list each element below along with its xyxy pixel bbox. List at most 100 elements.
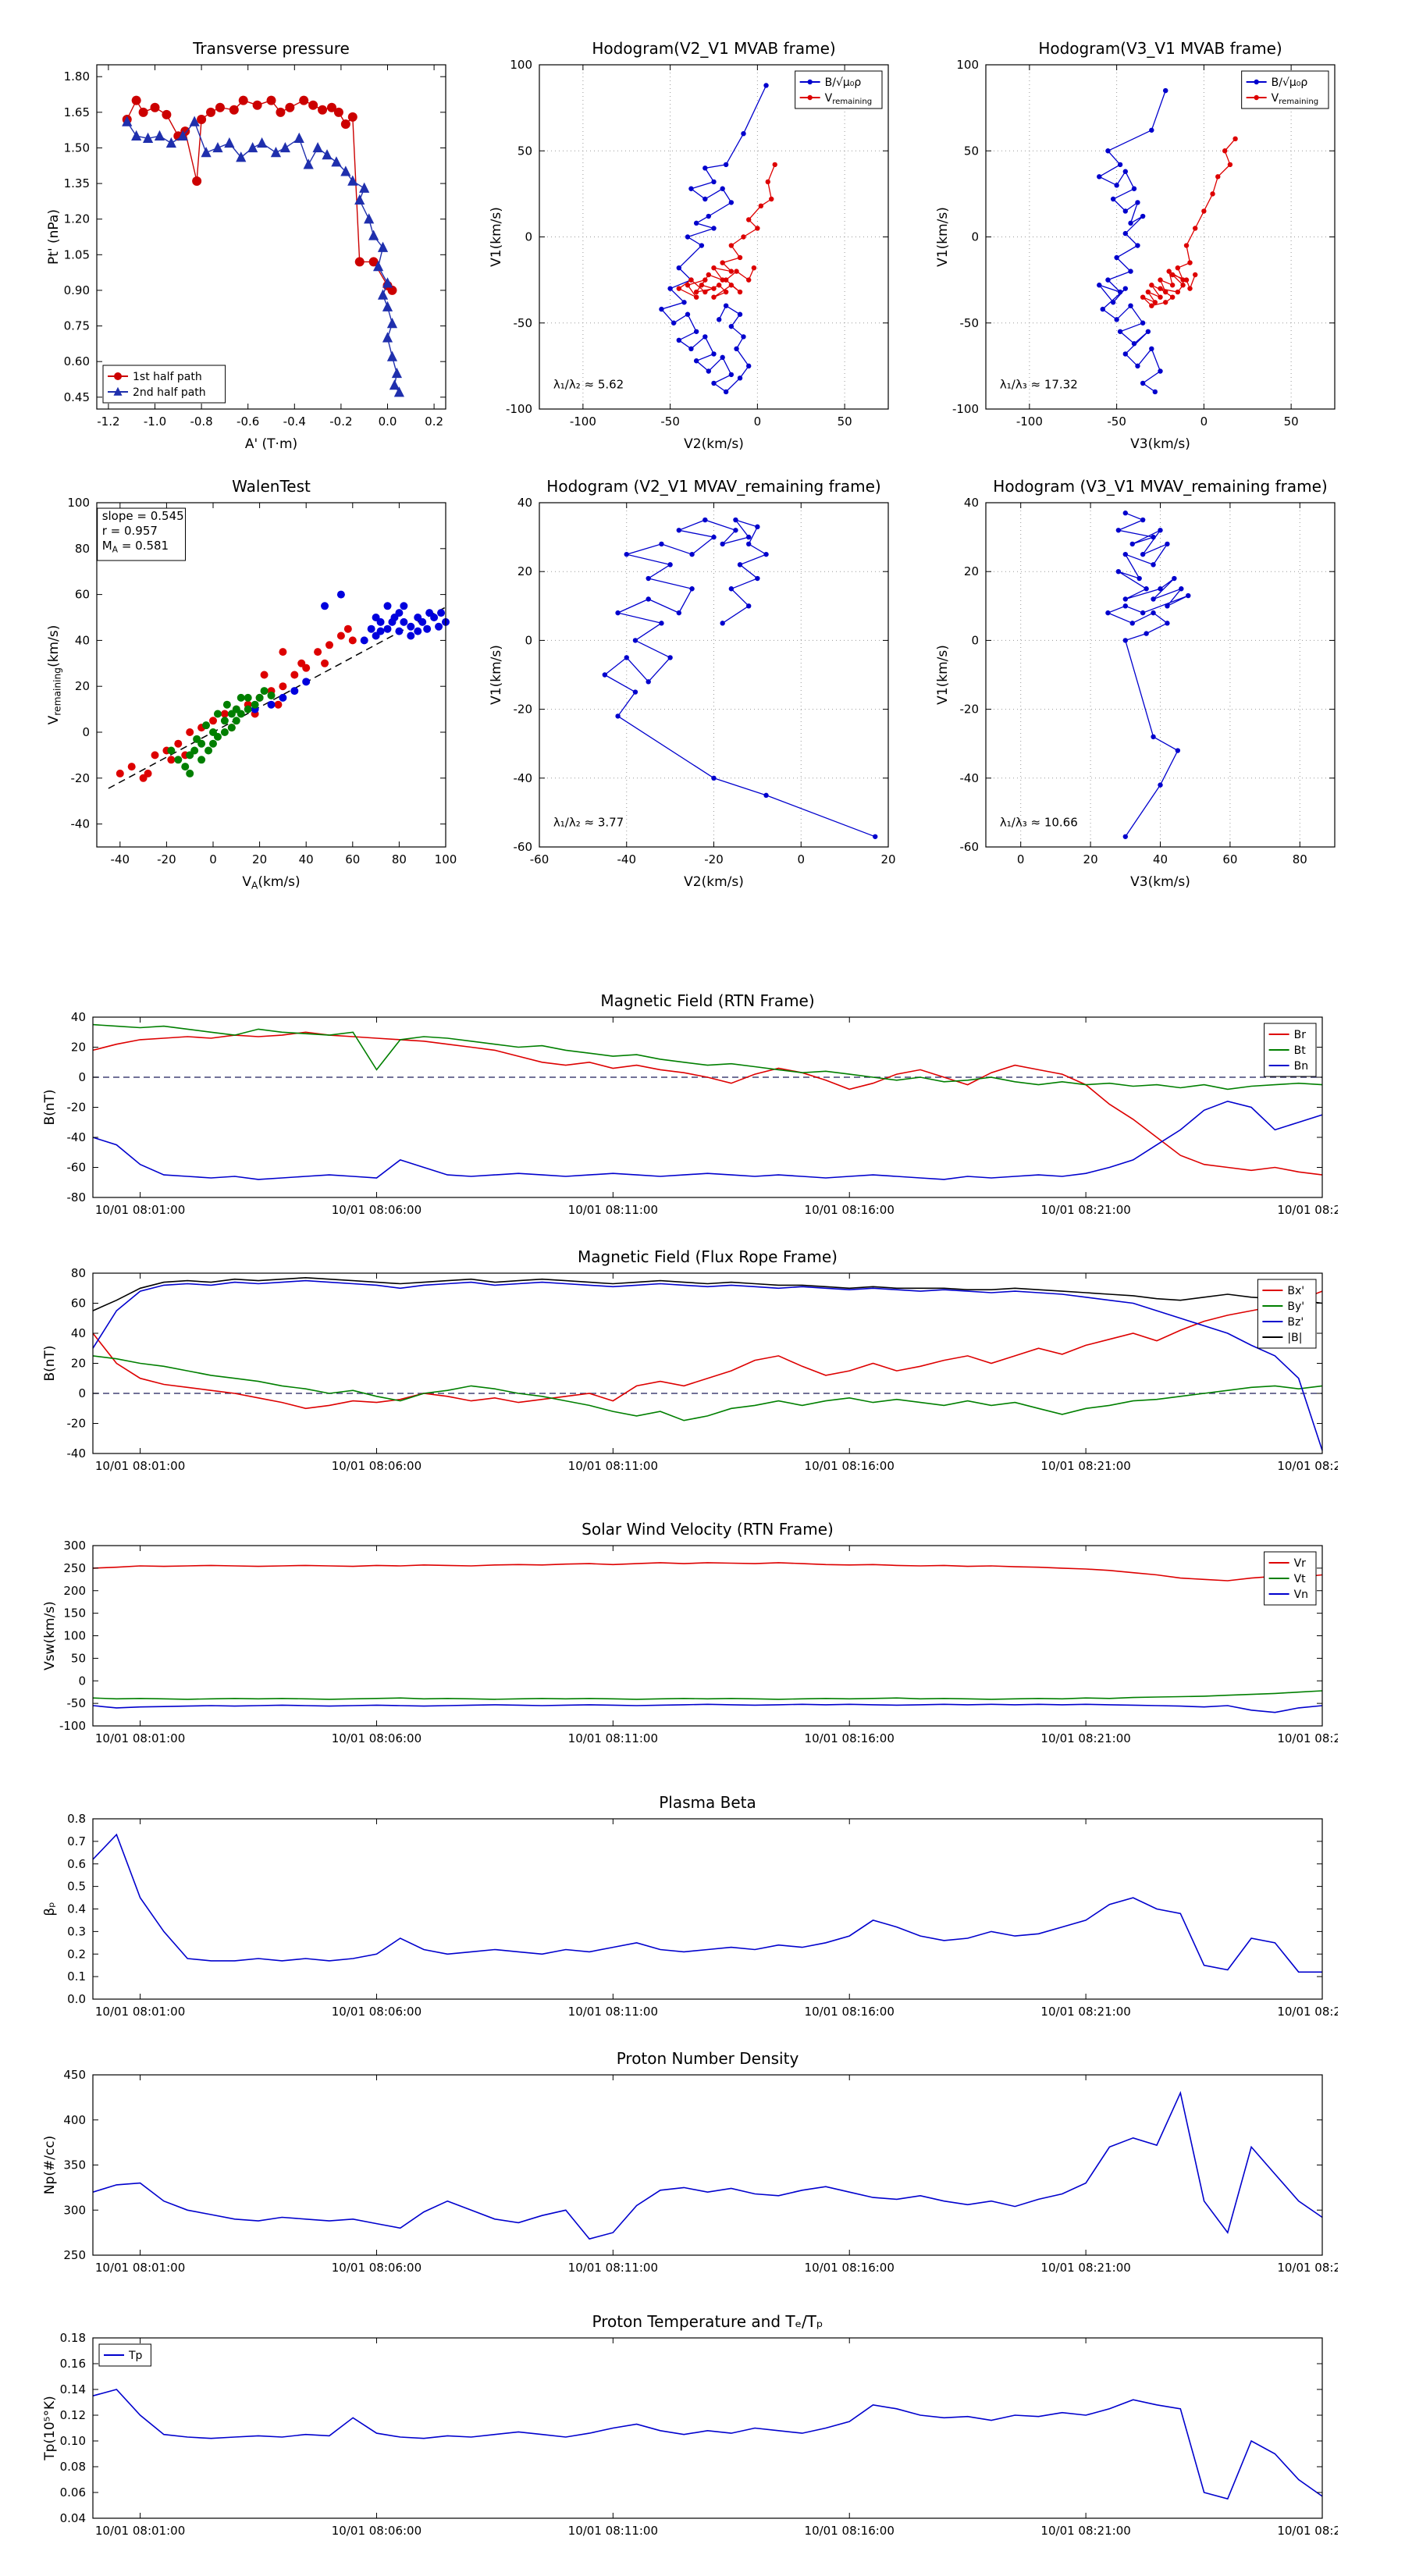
svg-text:0.45: 0.45 bbox=[64, 390, 90, 404]
svg-text:0.10: 0.10 bbox=[60, 2434, 86, 2448]
svg-text:Tp: Tp bbox=[128, 2350, 143, 2362]
svg-text:10/01 08:16:00: 10/01 08:16:00 bbox=[805, 1459, 895, 1473]
svg-text:10/01 08:01:00: 10/01 08:01:00 bbox=[95, 1203, 185, 1217]
chart-title: Transverse pressure bbox=[193, 39, 350, 58]
svg-text:-20: -20 bbox=[704, 852, 724, 866]
chart-magnetic-field-rtn: Magnetic Field (RTN Frame) 10/01 08:01:0… bbox=[32, 987, 1338, 1221]
svg-text:Tp(10⁵°K): Tp(10⁵°K) bbox=[42, 2396, 58, 2461]
chart-title: Magnetic Field (Flux Rope Frame) bbox=[578, 1247, 838, 1266]
svg-text:0: 0 bbox=[971, 230, 979, 244]
svg-text:10/01 08:21:00: 10/01 08:21:00 bbox=[1040, 1203, 1130, 1217]
chart-title: Hodogram(V2_V1 MVAB frame) bbox=[592, 39, 836, 58]
svg-text:350: 350 bbox=[63, 2158, 86, 2172]
svg-text:1st half path: 1st half path bbox=[133, 371, 202, 383]
svg-text:10/01 08:21:00: 10/01 08:21:00 bbox=[1040, 2524, 1130, 2538]
svg-text:0.0: 0.0 bbox=[67, 1992, 86, 2006]
svg-text:10/01 08:16:00: 10/01 08:16:00 bbox=[805, 2524, 895, 2538]
svg-text:0.6: 0.6 bbox=[67, 1857, 86, 1871]
svg-text:1.05: 1.05 bbox=[64, 247, 90, 262]
svg-text:10/01 08:01:00: 10/01 08:01:00 bbox=[95, 2524, 185, 2538]
svg-text:300: 300 bbox=[63, 2203, 86, 2217]
chart-hodogram-v2v1-mvav: Hodogram (V2_V1 MVAV_remaining frame) -6… bbox=[478, 473, 904, 897]
svg-text:10/01 08:21:00: 10/01 08:21:00 bbox=[1040, 2261, 1130, 2275]
svg-text:-20: -20 bbox=[514, 703, 533, 717]
svg-text:By': By' bbox=[1287, 1300, 1304, 1313]
svg-text:2nd half path: 2nd half path bbox=[133, 386, 206, 399]
svg-text:0: 0 bbox=[78, 1386, 86, 1400]
svg-text:B/√μ₀ρ: B/√μ₀ρ bbox=[1272, 76, 1308, 89]
svg-text:Np(#/cc): Np(#/cc) bbox=[42, 2136, 58, 2194]
svg-text:40: 40 bbox=[75, 633, 90, 647]
svg-text:βₚ: βₚ bbox=[42, 1902, 58, 1916]
svg-text:0.60: 0.60 bbox=[64, 354, 90, 368]
svg-text:1.20: 1.20 bbox=[64, 212, 90, 226]
svg-text:250: 250 bbox=[63, 1561, 86, 1575]
proton-density-plot: 10/01 08:01:00 10/01 08:06:00 10/01 08:11:… bbox=[42, 2069, 1338, 2275]
svg-text:10/01 08:21:00: 10/01 08:21:00 bbox=[1040, 1459, 1130, 1473]
svg-text:VA(km/s): VA(km/s) bbox=[242, 874, 300, 891]
svg-text:300: 300 bbox=[63, 1539, 86, 1553]
svg-text:0.4: 0.4 bbox=[67, 1902, 86, 1916]
svg-text:-100: -100 bbox=[59, 1719, 86, 1733]
svg-text:-50: -50 bbox=[514, 316, 533, 330]
svg-text:MA = 0.581: MA = 0.581 bbox=[102, 539, 169, 554]
magnetic-field-rtn-plot: 10/01 08:01:00 10/01 08:06:00 10/01 08:11:… bbox=[42, 1011, 1338, 1217]
svg-text:20: 20 bbox=[1083, 852, 1098, 866]
hodogram-v2v1-mvab-plot: -100 -50 0 50 -100 -50 0 50 100 V2(km/s) V1(km/s) B… bbox=[489, 59, 889, 452]
svg-text:-1.2: -1.2 bbox=[97, 415, 119, 429]
svg-text:10/01 08:11:00: 10/01 08:11:00 bbox=[568, 2005, 658, 2019]
svg-text:-50: -50 bbox=[67, 1696, 87, 1710]
svg-text:-50: -50 bbox=[660, 415, 680, 429]
chart-solar-wind-velocity: Solar Wind Velocity (RTN Frame) 10/01 08… bbox=[32, 1516, 1338, 1749]
svg-text:λ₁/λ₃ ≈ 10.66: λ₁/λ₃ ≈ 10.66 bbox=[1000, 816, 1078, 830]
svg-text:50: 50 bbox=[518, 144, 532, 158]
svg-text:0.14: 0.14 bbox=[60, 2382, 86, 2396]
svg-text:50: 50 bbox=[964, 144, 979, 158]
svg-text:0.7: 0.7 bbox=[67, 1834, 86, 1848]
svg-text:40: 40 bbox=[71, 1326, 86, 1340]
svg-text:150: 150 bbox=[63, 1606, 86, 1621]
svg-text:-50: -50 bbox=[960, 316, 980, 330]
svg-text:0.0: 0.0 bbox=[379, 415, 397, 429]
svg-text:0.8: 0.8 bbox=[67, 1813, 86, 1826]
svg-text:10/01 08:16:00: 10/01 08:16:00 bbox=[805, 1731, 895, 1745]
svg-text:-20: -20 bbox=[71, 771, 91, 785]
svg-text:-0.4: -0.4 bbox=[283, 415, 306, 429]
svg-text:0.3: 0.3 bbox=[67, 1924, 86, 1938]
svg-text:V3(km/s): V3(km/s) bbox=[1130, 436, 1190, 452]
svg-text:60: 60 bbox=[71, 1297, 86, 1311]
svg-text:-60: -60 bbox=[67, 1161, 87, 1175]
svg-text:10/01 08:26:00: 10/01 08:26:00 bbox=[1277, 2005, 1338, 2019]
svg-text:V1(km/s): V1(km/s) bbox=[935, 207, 951, 267]
svg-text:-0.2: -0.2 bbox=[329, 415, 352, 429]
svg-text:1.80: 1.80 bbox=[64, 69, 90, 84]
svg-text:10/01 08:26:00: 10/01 08:26:00 bbox=[1277, 1203, 1338, 1217]
svg-text:0.2: 0.2 bbox=[67, 1947, 86, 1961]
svg-text:80: 80 bbox=[1293, 852, 1307, 866]
chart-title: Hodogram(V3_V1 MVAB frame) bbox=[1038, 39, 1282, 58]
chart-proton-density: Proton Number Density 10/01 08:01:00 10/0… bbox=[32, 2045, 1338, 2279]
svg-text:0: 0 bbox=[78, 1070, 86, 1084]
svg-text:10/01 08:06:00: 10/01 08:06:00 bbox=[332, 2005, 422, 2019]
svg-text:V1(km/s): V1(km/s) bbox=[489, 207, 504, 267]
chart-hodogram-v3v1-mvab: Hodogram(V3_V1 MVAB frame) -100 -50 0 50 -10… bbox=[925, 35, 1350, 459]
svg-text:100: 100 bbox=[63, 1629, 86, 1643]
svg-text:10/01 08:16:00: 10/01 08:16:00 bbox=[805, 2005, 895, 2019]
transverse-pressure-plot: -1.2 -1.0 -0.8 -0.6 -0.4 -0.2 0.0 0.2 0.45 0.60 0.… bbox=[46, 64, 446, 452]
svg-text:100: 100 bbox=[67, 496, 90, 510]
svg-text:10/01 08:26:00: 10/01 08:26:00 bbox=[1277, 1731, 1338, 1745]
solar-wind-velocity-plot: 10/01 08:01:00 10/01 08:06:00 10/01 08:11:… bbox=[42, 1539, 1338, 1745]
svg-text:10/01 08:26:00: 10/01 08:26:00 bbox=[1277, 2524, 1338, 2538]
svg-text:0.75: 0.75 bbox=[64, 319, 90, 333]
svg-text:10/01 08:06:00: 10/01 08:06:00 bbox=[332, 1203, 422, 1217]
svg-text:A' (T·m): A' (T·m) bbox=[245, 436, 297, 452]
svg-text:-100: -100 bbox=[570, 415, 596, 429]
svg-text:20: 20 bbox=[71, 1357, 86, 1371]
svg-text:0.18: 0.18 bbox=[60, 2332, 86, 2345]
chart-title: Proton Number Density bbox=[616, 2049, 799, 2068]
svg-text:10/01 08:11:00: 10/01 08:11:00 bbox=[568, 2524, 658, 2538]
svg-text:-50: -50 bbox=[1107, 415, 1126, 429]
svg-text:10/01 08:06:00: 10/01 08:06:00 bbox=[332, 1731, 422, 1745]
svg-text:-100: -100 bbox=[506, 402, 532, 416]
svg-text:-1.0: -1.0 bbox=[144, 415, 166, 429]
